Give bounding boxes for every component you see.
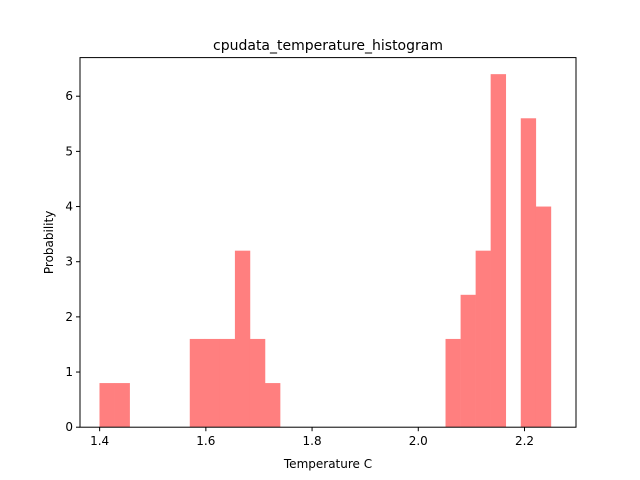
histogram-bar (460, 294, 476, 428)
x-axis-ticks: 1.4 1.6 1.8 2.0 2.2 (90, 427, 534, 448)
y-tick-label: 1 (65, 365, 73, 379)
histogram-bar (520, 118, 537, 428)
histogram-bar (535, 206, 552, 428)
x-tick-label: 1.4 (90, 434, 109, 448)
y-tick-label: 6 (65, 89, 73, 103)
y-tick-label: 2 (65, 310, 73, 324)
y-tick-label: 5 (65, 144, 73, 158)
y-axis-label: Probability (42, 211, 56, 274)
histogram-bar (264, 383, 281, 428)
histogram-bar (189, 338, 206, 428)
y-axis-ticks: 0 1 2 3 4 5 6 (65, 89, 80, 434)
x-tick-label: 1.8 (303, 434, 322, 448)
y-tick-label: 4 (65, 200, 73, 214)
histogram-bar (445, 338, 461, 428)
x-tick-label: 1.6 (196, 434, 215, 448)
y-tick-label: 0 (65, 420, 73, 434)
x-axis-label: Temperature C (283, 457, 372, 471)
chart-title: cpudata_temperature_histogram (213, 38, 443, 54)
histogram-bar (204, 338, 221, 428)
plot-frame (79, 57, 577, 428)
histogram-bar (99, 383, 115, 428)
histogram-bar (475, 250, 491, 428)
histogram-bar (249, 338, 266, 428)
histogram-bar (234, 250, 251, 428)
x-tick-label: 2.0 (409, 434, 428, 448)
histogram-bar (219, 338, 236, 428)
x-tick-label: 2.2 (515, 434, 534, 448)
y-tick-label: 3 (65, 255, 73, 269)
histogram-bar (490, 74, 507, 428)
histogram-bars (99, 74, 552, 428)
histogram-bar (114, 383, 130, 428)
